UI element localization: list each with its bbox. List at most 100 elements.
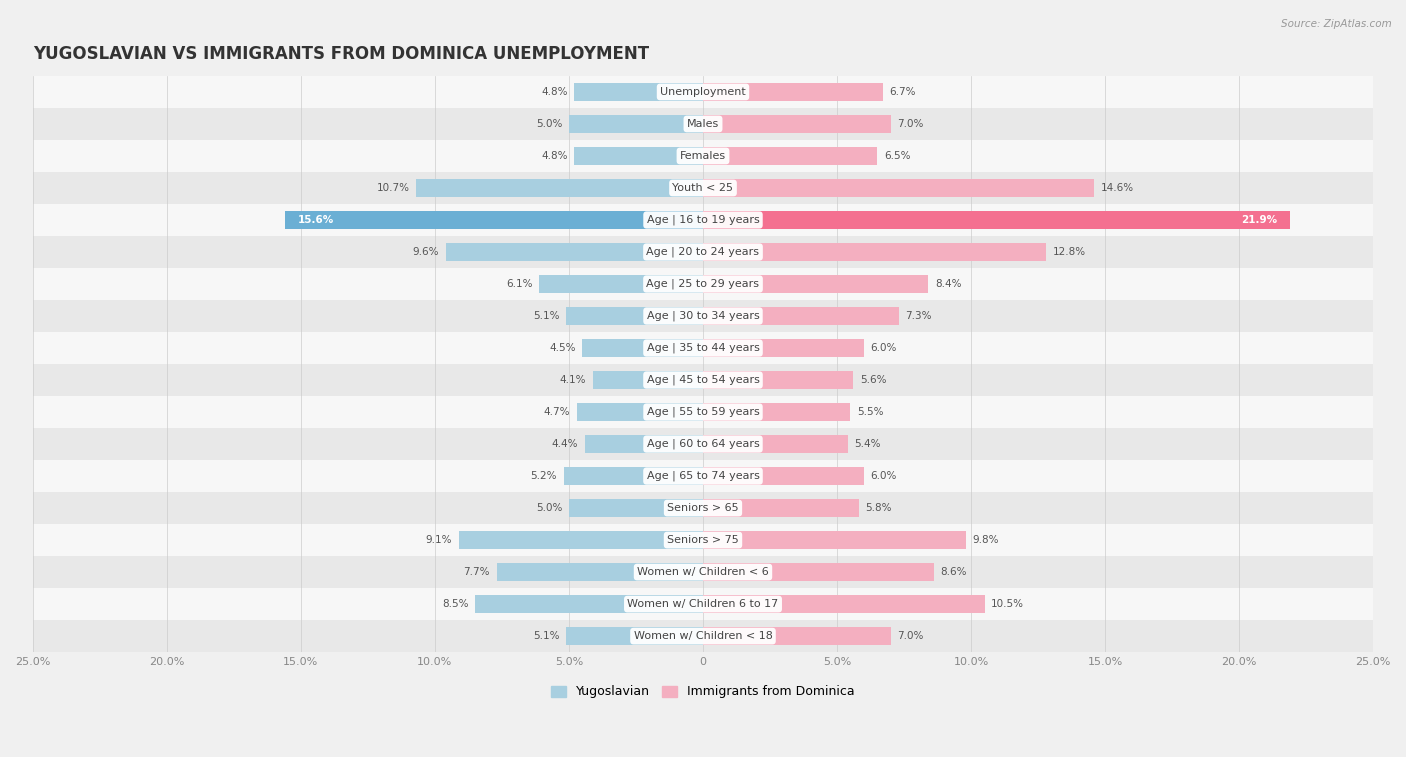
Text: 4.8%: 4.8% xyxy=(541,87,568,97)
Text: 5.1%: 5.1% xyxy=(533,311,560,321)
Bar xyxy=(32,492,1374,524)
Bar xyxy=(703,467,863,485)
Bar xyxy=(569,115,703,132)
Bar xyxy=(475,595,703,613)
Bar xyxy=(567,307,703,325)
Bar xyxy=(574,147,703,165)
Text: 12.8%: 12.8% xyxy=(1053,247,1085,257)
Bar xyxy=(32,620,1374,652)
Bar xyxy=(703,179,1094,197)
Text: YUGOSLAVIAN VS IMMIGRANTS FROM DOMINICA UNEMPLOYMENT: YUGOSLAVIAN VS IMMIGRANTS FROM DOMINICA … xyxy=(32,45,648,64)
Bar xyxy=(585,435,703,453)
Text: 6.0%: 6.0% xyxy=(870,343,897,353)
Text: Age | 25 to 29 years: Age | 25 to 29 years xyxy=(647,279,759,289)
Legend: Yugoslavian, Immigrants from Dominica: Yugoslavian, Immigrants from Dominica xyxy=(546,681,860,703)
Bar xyxy=(703,531,966,549)
Bar xyxy=(32,332,1374,364)
Text: 8.6%: 8.6% xyxy=(941,567,967,577)
Text: 5.2%: 5.2% xyxy=(530,471,557,481)
Text: Women w/ Children < 18: Women w/ Children < 18 xyxy=(634,631,772,641)
Bar xyxy=(703,211,1291,229)
Text: 5.6%: 5.6% xyxy=(860,375,886,385)
Bar xyxy=(576,403,703,421)
Bar xyxy=(32,524,1374,556)
Bar xyxy=(703,83,883,101)
Text: Youth < 25: Youth < 25 xyxy=(672,183,734,193)
Bar xyxy=(703,243,1046,261)
Bar xyxy=(32,236,1374,268)
Text: Women w/ Children < 6: Women w/ Children < 6 xyxy=(637,567,769,577)
Bar xyxy=(703,500,859,517)
Text: 10.7%: 10.7% xyxy=(377,183,409,193)
Text: 6.0%: 6.0% xyxy=(870,471,897,481)
Bar xyxy=(703,276,928,293)
Bar xyxy=(540,276,703,293)
Text: Age | 30 to 34 years: Age | 30 to 34 years xyxy=(647,311,759,321)
Text: 7.7%: 7.7% xyxy=(464,567,489,577)
Bar xyxy=(703,628,890,645)
Text: Source: ZipAtlas.com: Source: ZipAtlas.com xyxy=(1281,19,1392,29)
Text: Females: Females xyxy=(681,151,725,161)
Text: 7.3%: 7.3% xyxy=(905,311,932,321)
Text: 5.4%: 5.4% xyxy=(855,439,882,449)
Bar xyxy=(32,76,1374,108)
Text: 7.0%: 7.0% xyxy=(897,631,924,641)
Text: Unemployment: Unemployment xyxy=(661,87,745,97)
Text: Seniors > 75: Seniors > 75 xyxy=(666,535,740,545)
Text: 9.8%: 9.8% xyxy=(973,535,1000,545)
Bar xyxy=(32,140,1374,172)
Text: 9.6%: 9.6% xyxy=(412,247,439,257)
Text: 8.4%: 8.4% xyxy=(935,279,962,289)
Text: 5.8%: 5.8% xyxy=(865,503,891,513)
Text: 6.7%: 6.7% xyxy=(890,87,915,97)
Text: Males: Males xyxy=(688,119,718,129)
Bar xyxy=(32,428,1374,460)
Bar xyxy=(32,108,1374,140)
Bar xyxy=(569,500,703,517)
Text: 7.0%: 7.0% xyxy=(897,119,924,129)
Text: Age | 45 to 54 years: Age | 45 to 54 years xyxy=(647,375,759,385)
Bar xyxy=(703,339,863,357)
Text: Women w/ Children 6 to 17: Women w/ Children 6 to 17 xyxy=(627,599,779,609)
Bar xyxy=(593,371,703,389)
Bar xyxy=(703,147,877,165)
Bar xyxy=(32,556,1374,588)
Bar xyxy=(446,243,703,261)
Bar xyxy=(285,211,703,229)
Bar xyxy=(32,460,1374,492)
Bar xyxy=(574,83,703,101)
Bar xyxy=(496,563,703,581)
Text: 4.4%: 4.4% xyxy=(551,439,578,449)
Text: 4.5%: 4.5% xyxy=(550,343,575,353)
Bar xyxy=(32,300,1374,332)
Text: Age | 35 to 44 years: Age | 35 to 44 years xyxy=(647,343,759,354)
Text: 10.5%: 10.5% xyxy=(991,599,1024,609)
Text: 14.6%: 14.6% xyxy=(1101,183,1135,193)
Bar xyxy=(703,371,853,389)
Bar xyxy=(703,307,898,325)
Text: 6.1%: 6.1% xyxy=(506,279,533,289)
Bar xyxy=(703,563,934,581)
Bar xyxy=(32,268,1374,300)
Text: 8.5%: 8.5% xyxy=(441,599,468,609)
Text: Age | 55 to 59 years: Age | 55 to 59 years xyxy=(647,407,759,417)
Text: 4.7%: 4.7% xyxy=(544,407,571,417)
Bar xyxy=(32,396,1374,428)
Text: Age | 16 to 19 years: Age | 16 to 19 years xyxy=(647,215,759,226)
Text: 21.9%: 21.9% xyxy=(1240,215,1277,225)
Text: Age | 65 to 74 years: Age | 65 to 74 years xyxy=(647,471,759,481)
Text: 9.1%: 9.1% xyxy=(426,535,453,545)
Text: 5.0%: 5.0% xyxy=(536,503,562,513)
Text: Age | 20 to 24 years: Age | 20 to 24 years xyxy=(647,247,759,257)
Text: 15.6%: 15.6% xyxy=(298,215,335,225)
Bar xyxy=(32,204,1374,236)
Text: Seniors > 65: Seniors > 65 xyxy=(668,503,738,513)
Text: Age | 60 to 64 years: Age | 60 to 64 years xyxy=(647,439,759,450)
Bar xyxy=(703,115,890,132)
Bar xyxy=(458,531,703,549)
Bar xyxy=(703,595,984,613)
Bar xyxy=(703,435,848,453)
Text: 5.1%: 5.1% xyxy=(533,631,560,641)
Text: 5.0%: 5.0% xyxy=(536,119,562,129)
Bar xyxy=(703,403,851,421)
